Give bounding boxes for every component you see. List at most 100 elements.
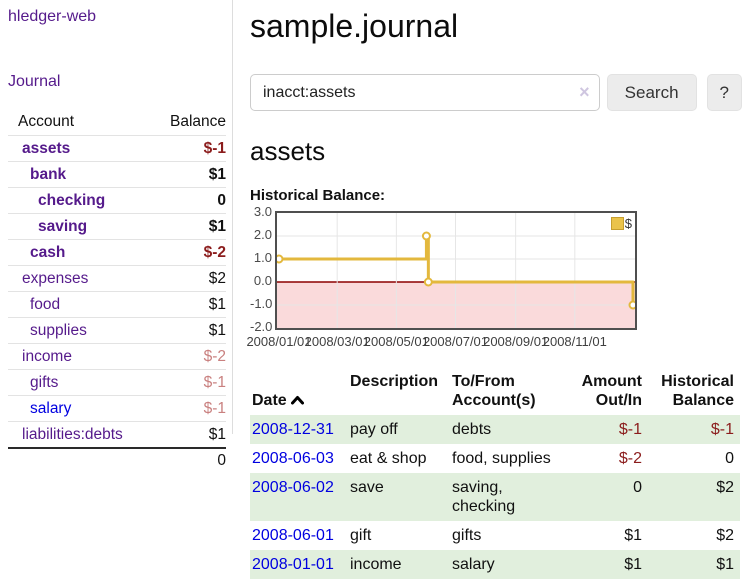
chart-legend: $ bbox=[610, 216, 632, 231]
transaction-amount: $1 bbox=[624, 556, 642, 573]
sidebar-account-row: checking 0 bbox=[8, 187, 226, 213]
register-row: 2008-06-03 eat & shop food, supplies $-2 0 bbox=[250, 444, 740, 473]
account-link-liabilities-debts[interactable]: liabilities:debts bbox=[22, 426, 123, 443]
transaction-balance: $2 bbox=[716, 479, 734, 496]
account-link-salary[interactable]: salary bbox=[30, 400, 72, 417]
account-link-cash[interactable]: cash bbox=[30, 244, 66, 261]
transaction-date-link[interactable]: 2008-12-31 bbox=[252, 421, 334, 438]
sidebar-account-row: supplies $1 bbox=[8, 317, 226, 343]
sidebar-account-row: liabilities:debts $1 bbox=[8, 421, 226, 447]
account-column-header: Account bbox=[18, 113, 75, 130]
register-row: 2008-06-01 gift gifts $1 $2 bbox=[250, 521, 740, 550]
transaction-accounts: salary bbox=[452, 556, 495, 573]
sidebar-account-row: assets $-1 bbox=[8, 135, 226, 161]
accounts-table: Account Balance assets $-1 bank $1 checking 0… bbox=[8, 110, 226, 473]
y-axis-tick-label: 1.0 bbox=[253, 250, 272, 265]
transaction-date-link[interactable]: 2008-06-03 bbox=[252, 450, 334, 467]
account-link-expenses[interactable]: expenses bbox=[22, 270, 89, 287]
chart-title: Historical Balance: bbox=[250, 187, 386, 204]
account-link-supplies[interactable]: supplies bbox=[30, 322, 87, 339]
account-balance: $-2 bbox=[203, 244, 226, 261]
account-balance: $1 bbox=[208, 296, 226, 313]
transaction-balance: $2 bbox=[716, 527, 734, 544]
account-balance: $-2 bbox=[203, 348, 226, 365]
search-button[interactable]: Search bbox=[606, 74, 697, 111]
account-balance: $2 bbox=[208, 270, 226, 287]
transaction-accounts: food, supplies bbox=[452, 450, 551, 467]
x-axis-tick-label: 2008/05/01 bbox=[363, 334, 429, 349]
amount-column-header: Amount Out/In bbox=[581, 373, 642, 409]
x-axis-tick-label: 2008/01/01 bbox=[246, 334, 312, 349]
sort-ascending-icon bbox=[290, 396, 304, 405]
y-axis-tick-label: 0.0 bbox=[253, 273, 272, 288]
sidebar-account-row: expenses $2 bbox=[8, 265, 226, 291]
x-axis-tick-label: 2008/07/01 bbox=[422, 334, 489, 349]
sidebar-account-row: income $-2 bbox=[8, 343, 226, 369]
transaction-description: gift bbox=[350, 527, 372, 544]
transaction-accounts: debts bbox=[452, 421, 492, 438]
y-axis-tick-label: 3.0 bbox=[253, 204, 272, 219]
transaction-description: save bbox=[350, 479, 384, 496]
transaction-amount: $-1 bbox=[618, 421, 642, 438]
brand-link[interactable]: hledger-web bbox=[8, 8, 97, 25]
account-link-gifts[interactable]: gifts bbox=[30, 374, 59, 391]
y-axis-tick-label: -2.0 bbox=[250, 319, 273, 334]
description-column-header: Description bbox=[350, 373, 439, 390]
account-link-checking[interactable]: checking bbox=[38, 192, 106, 209]
balance-column-header: Historical Balance bbox=[661, 373, 734, 409]
transaction-description: eat & shop bbox=[350, 450, 427, 467]
accounts-table-header: Account Balance bbox=[8, 110, 226, 135]
y-axis-tick-label: -1.0 bbox=[250, 296, 273, 311]
search-bar: × Search ? bbox=[250, 74, 742, 111]
sidebar-account-row: gifts $-1 bbox=[8, 369, 226, 395]
transaction-date-link[interactable]: 2008-01-01 bbox=[252, 556, 334, 573]
register-table: Date Description To/From Account(s) Amou… bbox=[250, 369, 740, 579]
account-link-assets[interactable]: assets bbox=[22, 140, 71, 157]
register-row: 2008-06-02 save saving, checking 0 $2 bbox=[250, 473, 740, 521]
sidebar-account-row: saving $1 bbox=[8, 213, 226, 239]
sidebar-account-row: salary $-1 bbox=[8, 395, 226, 421]
account-balance: $1 bbox=[208, 218, 226, 235]
accounts-total: 0 bbox=[8, 447, 226, 473]
sidebar-account-row: food $1 bbox=[8, 291, 226, 317]
transaction-description: pay off bbox=[350, 421, 398, 438]
clear-search-icon[interactable]: × bbox=[579, 82, 590, 102]
transaction-amount: 0 bbox=[633, 479, 642, 496]
transaction-date-link[interactable]: 2008-06-02 bbox=[252, 479, 334, 496]
account-balance: $1 bbox=[208, 426, 226, 443]
legend-swatch bbox=[610, 217, 624, 230]
account-link-income[interactable]: income bbox=[22, 348, 72, 365]
account-balance: $1 bbox=[208, 322, 226, 339]
account-link-food[interactable]: food bbox=[30, 296, 61, 313]
account-balance: $1 bbox=[208, 166, 226, 183]
sidebar-item-journal[interactable]: Journal bbox=[8, 73, 61, 90]
account-balance: $-1 bbox=[203, 400, 226, 417]
main-content: sample.journal × Search ? assets Histori… bbox=[246, 0, 742, 579]
account-link-bank[interactable]: bank bbox=[30, 166, 67, 183]
x-axis-tick-label: 2008/09/01 bbox=[483, 334, 549, 349]
date-column-header[interactable]: Date bbox=[250, 369, 348, 415]
register-header-row: Date Description To/From Account(s) Amou… bbox=[250, 369, 740, 415]
transaction-balance: $-1 bbox=[710, 421, 734, 438]
transaction-accounts: saving, checking bbox=[452, 479, 516, 515]
sidebar-account-row: bank $1 bbox=[8, 161, 226, 187]
account-balance: $-1 bbox=[203, 140, 226, 157]
transaction-amount: $1 bbox=[624, 527, 642, 544]
sidebar-account-row: cash $-2 bbox=[8, 239, 226, 265]
chart-plot-area: $ bbox=[274, 211, 638, 330]
transaction-date-link[interactable]: 2008-06-01 bbox=[252, 527, 334, 544]
help-button[interactable]: ? bbox=[706, 74, 742, 111]
x-axis-tick-label: 2008/03/01 bbox=[304, 334, 370, 349]
total-balance: 0 bbox=[217, 452, 226, 469]
register-row: 2008-12-31 pay off debts $-1 $-1 bbox=[250, 415, 740, 444]
account-balance: 0 bbox=[217, 192, 226, 209]
transaction-amount: $-2 bbox=[618, 450, 642, 467]
account-heading: assets bbox=[250, 136, 326, 166]
transaction-balance: $1 bbox=[716, 556, 734, 573]
register-row: 2008-01-01 income salary $1 $1 bbox=[250, 550, 740, 579]
legend-label: $ bbox=[624, 216, 632, 231]
page-title: sample.journal bbox=[250, 8, 459, 44]
account-link-saving[interactable]: saving bbox=[38, 218, 88, 235]
search-input[interactable] bbox=[250, 74, 600, 111]
transaction-accounts: gifts bbox=[452, 527, 482, 544]
